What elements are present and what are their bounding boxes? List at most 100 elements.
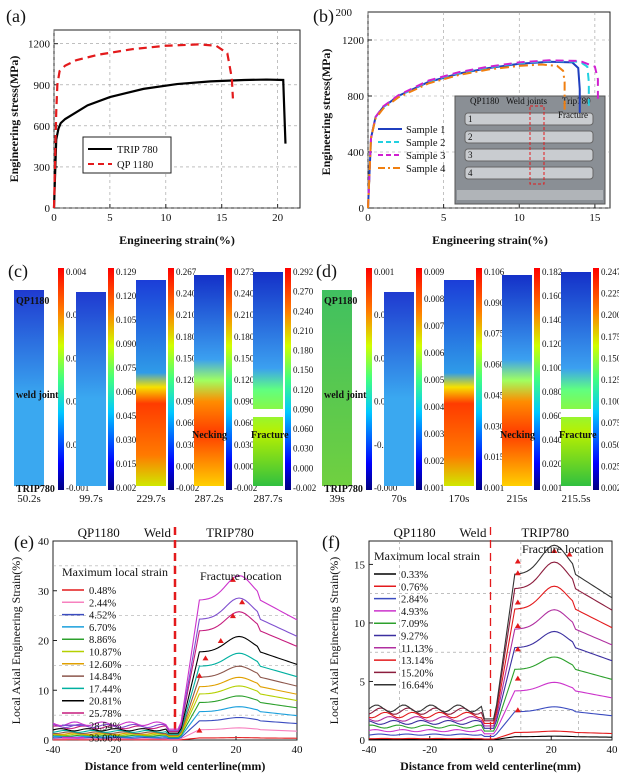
strain-profile-1 [52, 727, 298, 740]
x-tick-label: 20 [546, 744, 558, 756]
legend-label: 0.33% [401, 570, 428, 581]
fracture-arrow [514, 675, 521, 681]
x-tick-label: 0 [51, 212, 57, 224]
dic-strain-strip [561, 272, 591, 486]
colorbar-tick-label: 0.090 [116, 339, 137, 349]
colorbar-tick-label: 0.002 [424, 456, 444, 466]
weld-tag: weld joint [324, 390, 367, 401]
necking-tag: Necking [500, 430, 535, 441]
x-tick-label: 0 [172, 744, 178, 756]
legend-label: 28.54% [89, 721, 122, 732]
dic-strain-strip [444, 280, 474, 486]
time-label: 39s [329, 493, 344, 505]
specimen [464, 112, 594, 126]
colorbar-tick-label: 0.004 [66, 267, 87, 277]
colorbar-tick-label: -0.000 [374, 483, 398, 493]
strain-profile-0 [52, 737, 298, 741]
fracture-arrow [514, 622, 521, 628]
colorbar-tick-label: 0.020 [542, 459, 563, 469]
specimen-number: 3 [468, 150, 473, 160]
weld-box [529, 105, 545, 185]
y-tick-label: 0 [359, 203, 365, 215]
colorbar [534, 268, 540, 490]
fracture-location-label: Fracture location [522, 542, 604, 556]
colorbar-tick-label: 0.000 [176, 461, 197, 471]
strain-profile-7 [52, 665, 298, 736]
dic-strain-strip [502, 275, 532, 486]
colorbar-tick-label: 0.180 [293, 346, 314, 356]
strain-profile-9 [368, 544, 613, 720]
specimen [464, 166, 594, 180]
trip-tag: TRIP780 [324, 484, 363, 495]
y-tick-label: 10 [38, 685, 50, 697]
colorbar-tick-label: 0.060 [484, 360, 505, 370]
legend-label: Sample 2 [406, 138, 445, 149]
dic-strain-strip [76, 292, 106, 486]
colorbar-tick-label: 0.015 [484, 452, 505, 462]
colorbar-tick-label: 0.060 [293, 424, 314, 434]
colorbar [168, 268, 174, 490]
colorbar-tick-label: 0.075 [601, 418, 619, 428]
x-tick-label: -20 [422, 744, 437, 756]
colorbar-tick-label: 0.210 [176, 310, 197, 320]
colorbar-tick-label: 0.004 [424, 402, 445, 412]
colorbar [226, 268, 232, 490]
legend-label: 10.87% [89, 648, 122, 659]
colorbar-tick-label: 0.005 [424, 375, 445, 385]
x-tick-label: -40 [362, 744, 377, 756]
colorbar-tick-label: 0.040 [542, 435, 563, 445]
legend-label: 15.20% [401, 668, 434, 679]
dic-strain-strip [136, 280, 166, 486]
colorbar-tick-label: 0.060 [176, 418, 197, 428]
legend-label: 2.44% [89, 598, 116, 609]
colorbar-tick-label: -0.002 [234, 483, 257, 493]
colorbar-tick-label: 0.090 [234, 397, 255, 407]
colorbar-tick-label: 0.030 [116, 435, 137, 445]
panel-f: (f) -40 -20 0 20 40 0 5 10 15 QP1180 Weld TRIP780 Fra… [322, 525, 618, 773]
fracture-arrow [229, 613, 236, 619]
strain-profile-9 [52, 635, 298, 734]
y-tick-label: 30 [38, 586, 50, 598]
x-tick-label: 15 [589, 212, 601, 224]
colorbar-tick-label: 0.210 [234, 310, 255, 320]
time-label: 287.2s [194, 493, 223, 505]
colorbar-tick-label: 0.075 [484, 329, 505, 339]
legend-label: 17.44% [89, 684, 122, 695]
strain-profile-3 [52, 706, 298, 739]
colorbar-tick-label: 0.007 [424, 321, 445, 331]
fracture-arrow [514, 570, 521, 576]
colorbar-tick-label: 0.180 [176, 332, 197, 342]
legend-title: Maximum local strain [62, 565, 168, 579]
panel-c: (c)0.0040.0030.0020.0010.000-0.00150.2s0… [8, 261, 316, 505]
strain-profile-7 [368, 585, 613, 724]
series-line-0 [52, 78, 287, 209]
x-tick-label: 15 [216, 212, 228, 224]
colorbar-tick-label: 0.009 [424, 267, 445, 277]
panel-f-label: (f) [322, 532, 340, 553]
y-tick-label: 5 [360, 676, 366, 688]
y-tick-label: 800 [348, 91, 365, 103]
time-label: 287.7s [253, 493, 282, 505]
fracture-tag: Fracture [559, 430, 597, 441]
weld-zone-label: Weld [144, 525, 172, 540]
fracture-tag: Fracture [251, 430, 289, 441]
weld-zone-label: Weld [459, 525, 487, 540]
necking-tag: Necking [192, 430, 227, 441]
dic-strain-strip [253, 272, 283, 486]
colorbar-tick-label: 0.045 [116, 411, 137, 421]
legend-label: 6.70% [89, 623, 116, 634]
colorbar-tick-label: 0.030 [293, 444, 314, 454]
y-top-tick: 200 [336, 7, 353, 19]
colorbar-tick-label: -0.001 [66, 483, 89, 493]
dic-strain-strip [14, 290, 44, 486]
colorbar-tick-label: 0.175 [601, 332, 619, 342]
strain-profile-5 [52, 685, 298, 737]
colorbar [366, 268, 372, 490]
y-tick-label: 1200 [28, 39, 51, 51]
colorbar [476, 268, 482, 490]
x-tick-label: -40 [46, 744, 61, 756]
legend-label: 25.78% [89, 709, 122, 720]
x-tick-label: 0 [488, 744, 494, 756]
legend-label: QP 1180 [117, 160, 153, 171]
fracture-gap [253, 409, 283, 417]
